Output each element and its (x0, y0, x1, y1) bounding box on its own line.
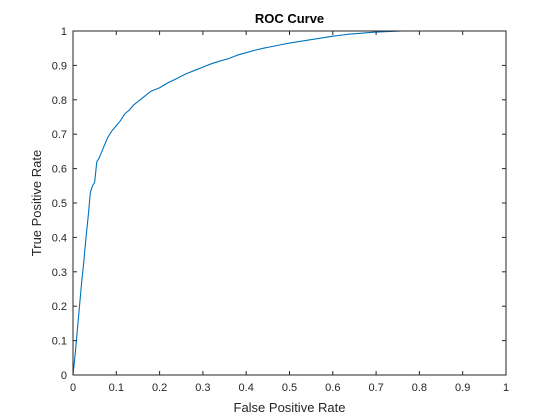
y-tick-label: 0.7 (52, 129, 67, 141)
x-tick-label: 0.8 (412, 382, 427, 394)
x-tick-label: 0.1 (109, 382, 124, 394)
x-axis-label: False Positive Rate (234, 400, 346, 415)
y-tick-label: 0.3 (52, 267, 67, 279)
y-tick-label: 0.5 (52, 198, 67, 210)
y-tick-label: 0.9 (52, 60, 67, 72)
y-tick-label: 0.4 (52, 232, 67, 244)
x-tick-label: 0.7 (368, 382, 383, 394)
chart-title: ROC Curve (255, 11, 324, 26)
y-tick-label: 1 (61, 26, 67, 38)
x-tick-label: 1 (503, 382, 509, 394)
x-tick-label: 0.2 (152, 382, 167, 394)
roc-curve-line (72, 30, 506, 376)
y-tick-label: 0.2 (52, 301, 67, 313)
y-tick-label: 0.8 (52, 95, 67, 107)
plot-area (73, 31, 506, 375)
x-tick-label: 0.3 (195, 382, 210, 394)
y-axis-label: True Positive Rate (29, 150, 44, 256)
y-tick-label: 0.6 (52, 164, 67, 176)
x-tick-label: 0 (70, 382, 76, 394)
x-tick-label: 0.4 (239, 382, 254, 394)
y-axis: 0 0.1 0.2 0.3 0.4 0.5 0.6 0.7 0.8 0.9 1 (52, 26, 506, 382)
y-tick-label: 0 (61, 370, 67, 382)
x-axis: 0 0.1 0.2 0.3 0.4 0.5 0.6 0.7 0.8 0.9 1 (70, 31, 509, 394)
y-tick-label: 0.1 (52, 336, 67, 348)
curve-layer (72, 30, 506, 376)
x-tick-label: 0.6 (325, 382, 340, 394)
x-tick-label: 0.5 (282, 382, 297, 394)
x-tick-label: 0.9 (455, 382, 470, 394)
